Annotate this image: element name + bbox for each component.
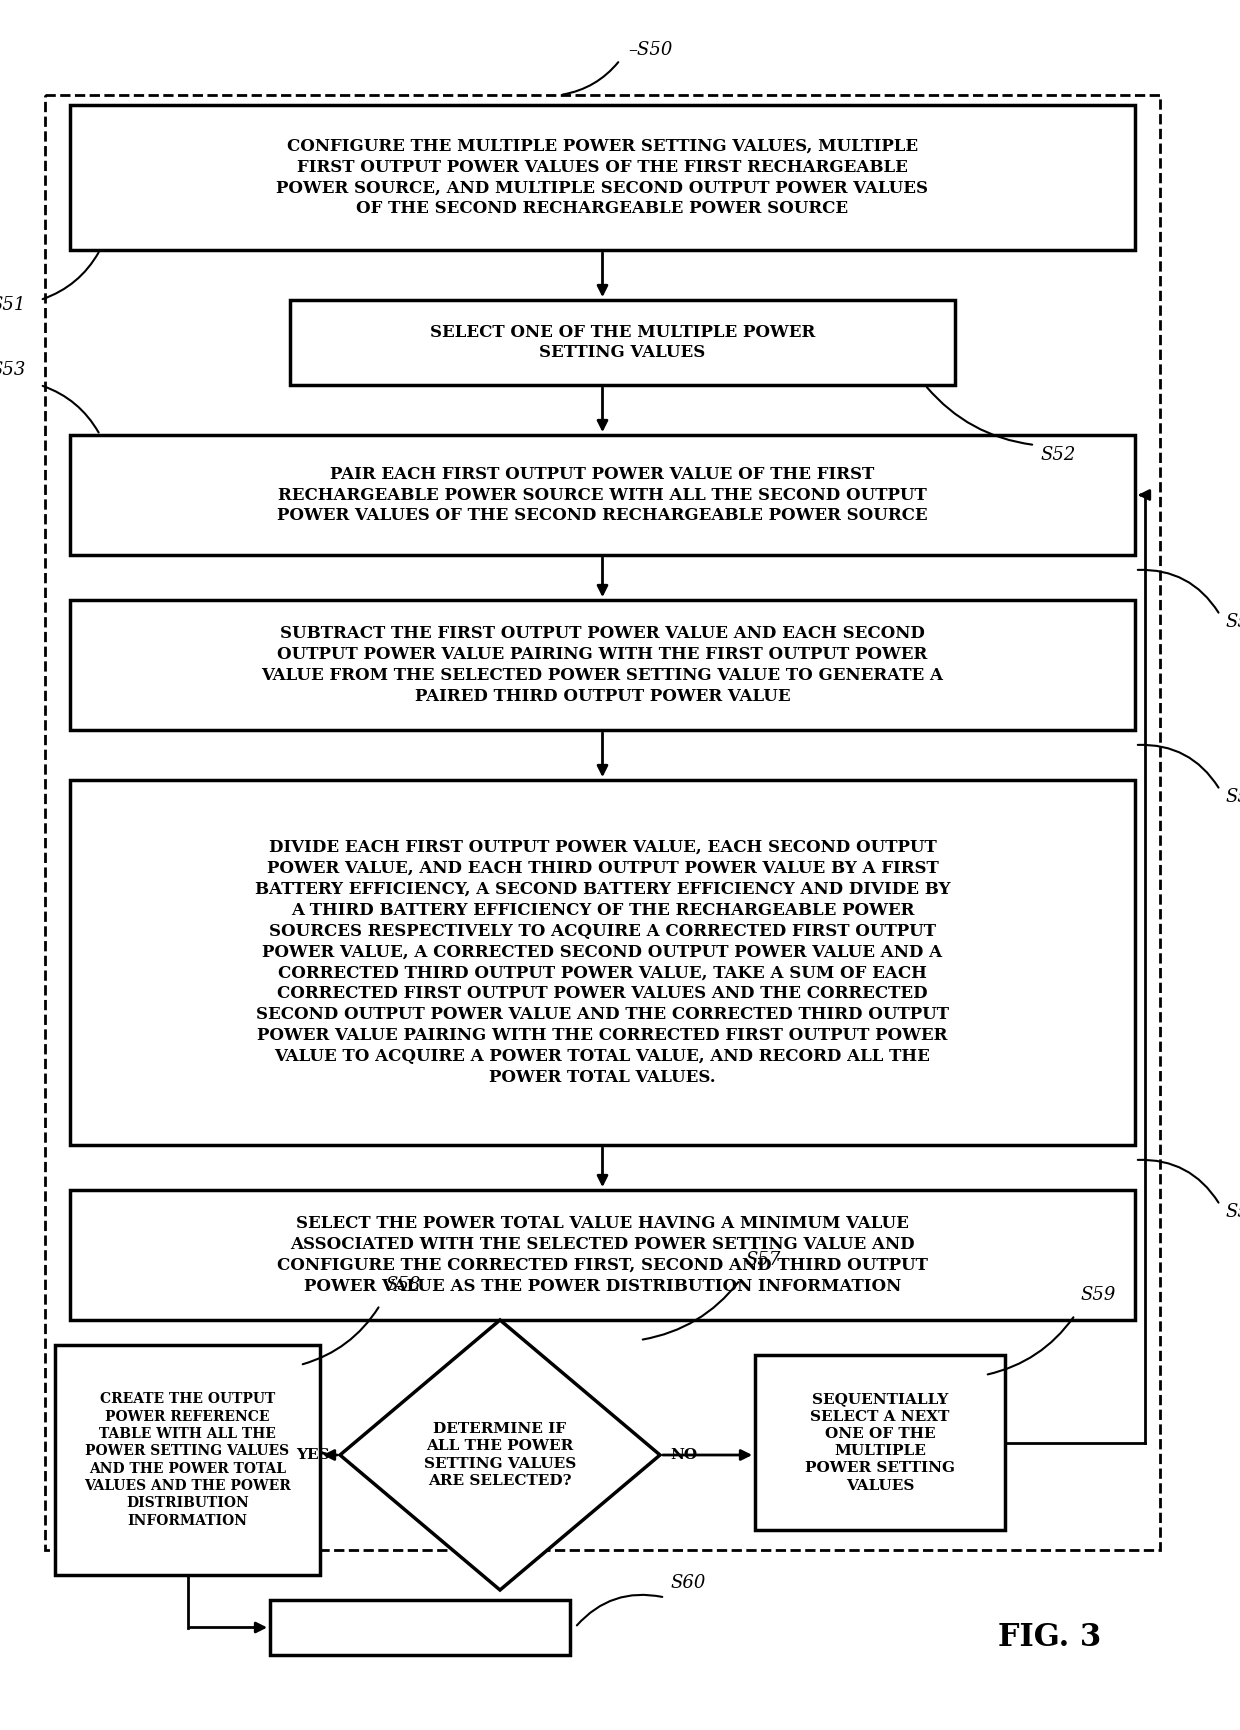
Bar xyxy=(755,1355,1004,1529)
Text: DETERMINE IF
ALL THE POWER
SETTING VALUES
ARE SELECTED?: DETERMINE IF ALL THE POWER SETTING VALUE… xyxy=(424,1422,577,1488)
Text: S56: S56 xyxy=(1225,1202,1240,1221)
Bar xyxy=(45,95,1159,1550)
Bar xyxy=(69,434,1135,555)
Text: S57: S57 xyxy=(745,1251,780,1270)
Bar xyxy=(270,1600,570,1656)
Text: SUBTRACT THE FIRST OUTPUT POWER VALUE AND EACH SECOND
OUTPUT POWER VALUE PAIRING: SUBTRACT THE FIRST OUTPUT POWER VALUE AN… xyxy=(262,625,944,704)
Bar xyxy=(290,299,955,386)
Text: S54: S54 xyxy=(1225,612,1240,631)
Text: S60: S60 xyxy=(670,1574,706,1592)
Text: S53: S53 xyxy=(0,362,25,379)
Text: YES: YES xyxy=(296,1448,330,1462)
Text: PAIR EACH FIRST OUTPUT POWER VALUE OF THE FIRST
RECHARGEABLE POWER SOURCE WITH A: PAIR EACH FIRST OUTPUT POWER VALUE OF TH… xyxy=(278,465,928,524)
Text: DIVIDE EACH FIRST OUTPUT POWER VALUE, EACH SECOND OUTPUT
POWER VALUE, AND EACH T: DIVIDE EACH FIRST OUTPUT POWER VALUE, EA… xyxy=(254,839,950,1086)
Text: S59: S59 xyxy=(1080,1285,1115,1304)
Bar xyxy=(69,780,1135,1145)
Bar xyxy=(55,1344,320,1574)
Text: CONFIGURE THE MULTIPLE POWER SETTING VALUES, MULTIPLE
FIRST OUTPUT POWER VALUES : CONFIGURE THE MULTIPLE POWER SETTING VAL… xyxy=(277,138,929,218)
Text: S52: S52 xyxy=(1040,446,1075,464)
Text: CREATE THE OUTPUT
POWER REFERENCE
TABLE WITH ALL THE
POWER SETTING VALUES
AND TH: CREATE THE OUTPUT POWER REFERENCE TABLE … xyxy=(84,1393,291,1528)
Text: S55: S55 xyxy=(1225,787,1240,806)
Text: S58: S58 xyxy=(384,1277,420,1294)
Bar xyxy=(69,1190,1135,1320)
Polygon shape xyxy=(340,1320,660,1590)
Text: SELECT ONE OF THE MULTIPLE POWER
SETTING VALUES: SELECT ONE OF THE MULTIPLE POWER SETTING… xyxy=(430,324,815,362)
Bar xyxy=(69,600,1135,730)
Text: SELECT THE POWER TOTAL VALUE HAVING A MINIMUM VALUE
ASSOCIATED WITH THE SELECTED: SELECT THE POWER TOTAL VALUE HAVING A MI… xyxy=(277,1214,928,1294)
Text: FIG. 3: FIG. 3 xyxy=(998,1623,1101,1652)
Text: –S50: –S50 xyxy=(627,42,672,59)
Bar xyxy=(69,106,1135,251)
Text: S51: S51 xyxy=(0,296,25,315)
Text: SEQUENTIALLY
SELECT A NEXT
ONE OF THE
MULTIPLE
POWER SETTING
VALUES: SEQUENTIALLY SELECT A NEXT ONE OF THE MU… xyxy=(805,1393,955,1493)
Text: NO: NO xyxy=(670,1448,697,1462)
